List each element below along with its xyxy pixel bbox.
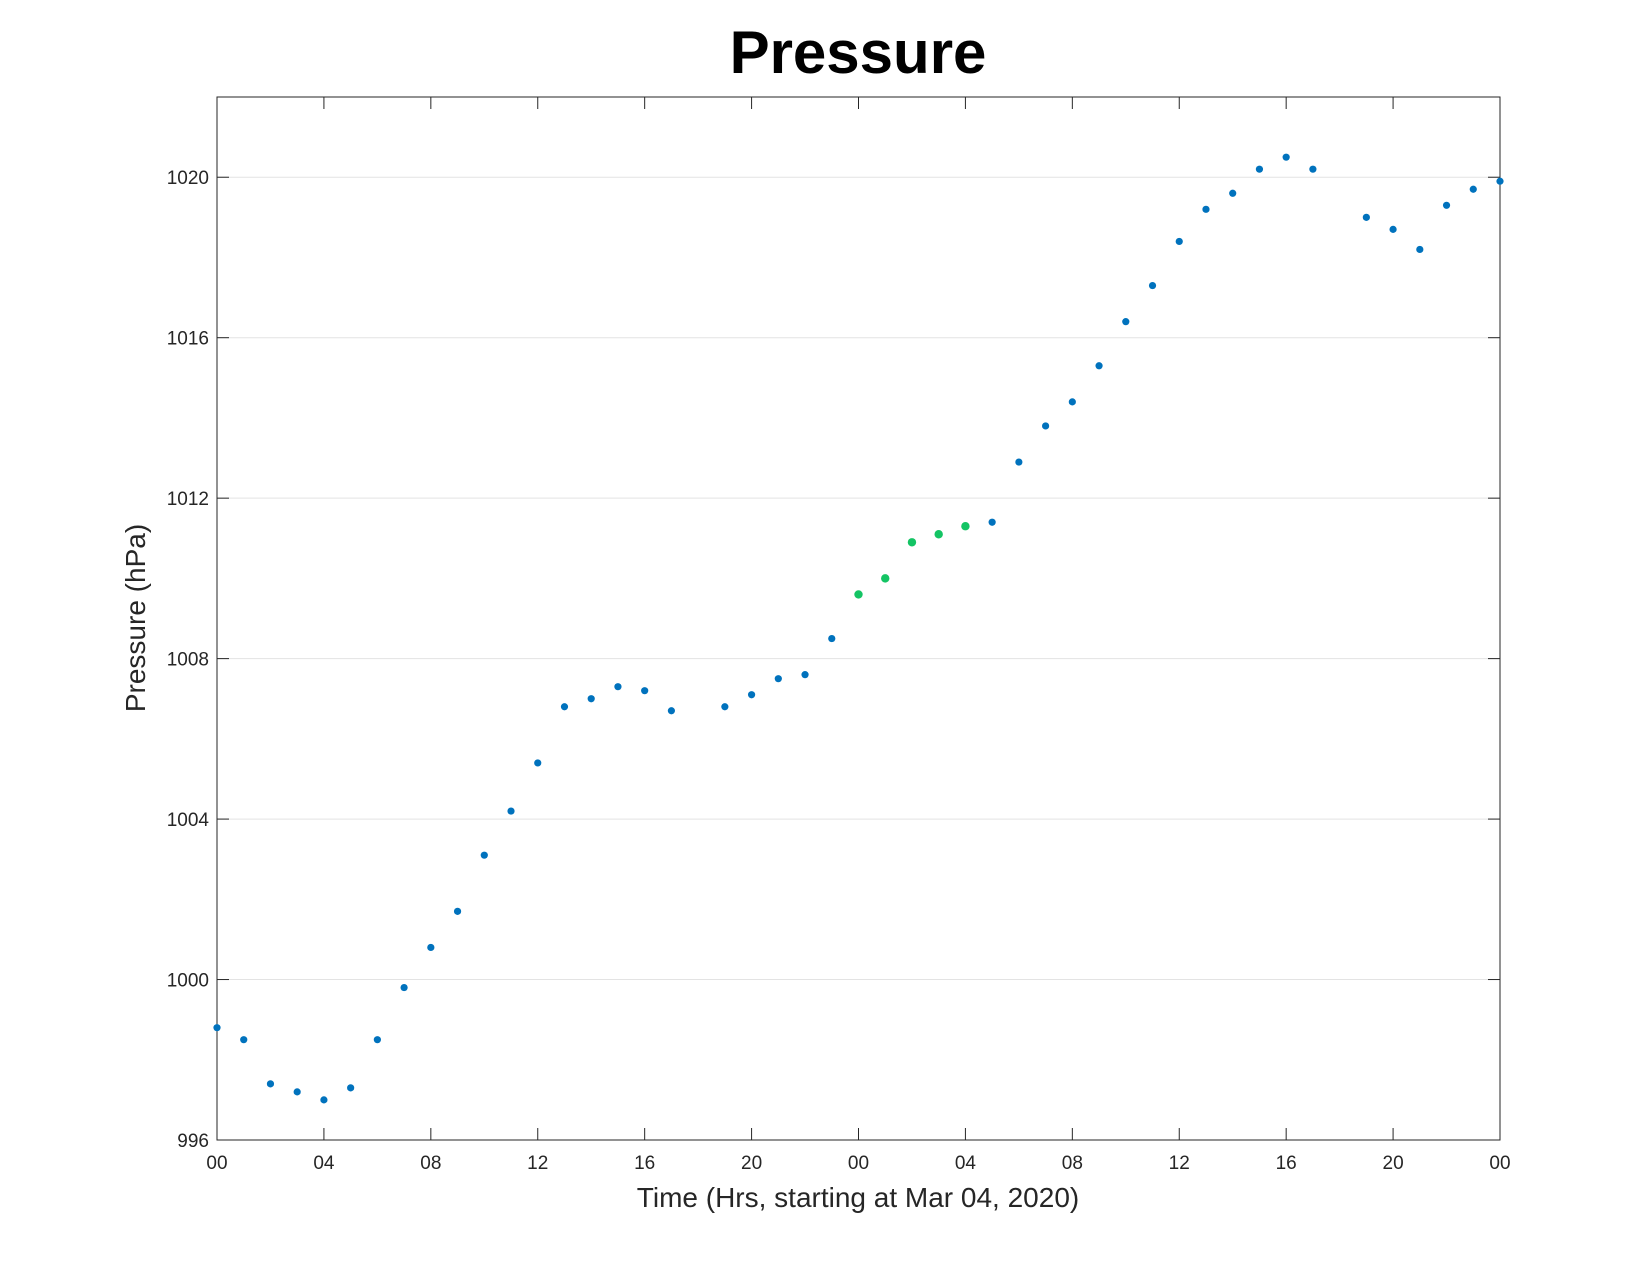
y-tick-labels: 996 1000 1004 1008 1012 1016 1020 [167, 168, 210, 1152]
y-tick-label: 996 [177, 1131, 209, 1152]
data-point [347, 1084, 355, 1092]
x-tick-label: 00 [1489, 1153, 1510, 1174]
x-tick-labels: 00 04 08 12 16 20 00 04 08 12 16 20 00 [206, 1153, 1510, 1174]
data-point [1496, 177, 1504, 185]
data-point [641, 687, 649, 695]
data-point [1068, 398, 1076, 406]
chart-title: Pressure [730, 19, 987, 86]
y-tick-label: 1000 [167, 971, 209, 992]
data-points [213, 153, 1504, 1104]
data-point [1202, 205, 1210, 213]
data-point [1175, 237, 1183, 246]
x-tick-label: 12 [1169, 1153, 1190, 1174]
data-point [1042, 422, 1050, 430]
data-point [1148, 281, 1157, 290]
data-point [934, 530, 943, 539]
x-tick-label: 08 [420, 1153, 441, 1174]
data-point [747, 691, 756, 699]
data-point [667, 707, 675, 715]
data-point [373, 1036, 381, 1044]
data-point [507, 807, 515, 815]
data-point [721, 703, 729, 711]
x-tick-label: 16 [634, 1153, 655, 1174]
tick-marks [216, 97, 1501, 1141]
x-tick-label: 04 [955, 1153, 977, 1174]
y-tick-label: 1012 [167, 489, 209, 510]
plot-area-frame [216, 96, 1501, 1141]
grid-lines [217, 176, 1500, 981]
data-point [961, 522, 970, 531]
data-point [293, 1088, 301, 1096]
x-tick-label: 00 [206, 1153, 227, 1174]
x-tick-label: 16 [1276, 1153, 1297, 1174]
data-point [1229, 189, 1237, 197]
data-point [1282, 153, 1290, 161]
data-point [1309, 165, 1317, 173]
data-point [1095, 362, 1103, 370]
data-point [266, 1080, 275, 1088]
data-point [240, 1036, 248, 1044]
data-point [1255, 165, 1264, 173]
y-tick-label: 1020 [167, 168, 209, 189]
data-point [1416, 245, 1424, 254]
data-point [400, 983, 408, 992]
x-tick-label: 12 [527, 1153, 548, 1174]
data-point [480, 851, 488, 859]
data-point [213, 1024, 221, 1032]
x-tick-label: 00 [848, 1153, 869, 1174]
data-point [801, 671, 809, 679]
data-point [907, 538, 917, 547]
data-point [1122, 318, 1130, 326]
x-tick-label: 20 [1383, 1153, 1404, 1174]
data-point [560, 703, 569, 711]
data-point [1362, 213, 1370, 221]
data-point [587, 695, 595, 703]
data-point [828, 634, 836, 643]
data-point [1389, 225, 1397, 233]
data-point [988, 518, 996, 526]
data-point [427, 943, 435, 952]
data-point [614, 683, 622, 691]
data-point [320, 1096, 328, 1104]
data-point [1469, 185, 1477, 193]
data-point [534, 759, 542, 767]
data-point [453, 907, 462, 915]
y-tick-label: 1016 [167, 329, 209, 350]
data-point [854, 590, 863, 599]
data-point [881, 574, 890, 583]
x-tick-label: 04 [313, 1153, 335, 1174]
x-tick-label: 20 [741, 1153, 762, 1174]
x-tick-label: 08 [1062, 1153, 1083, 1174]
data-point [1015, 458, 1023, 466]
y-tick-label: 1004 [167, 810, 210, 831]
data-point [1442, 201, 1451, 209]
x-axis-label: Time (Hrs, starting at Mar 04, 2020) [637, 1182, 1079, 1213]
y-axis-label: Pressure (hPa) [120, 524, 151, 712]
data-point [774, 675, 782, 683]
y-tick-label: 1008 [167, 650, 209, 671]
